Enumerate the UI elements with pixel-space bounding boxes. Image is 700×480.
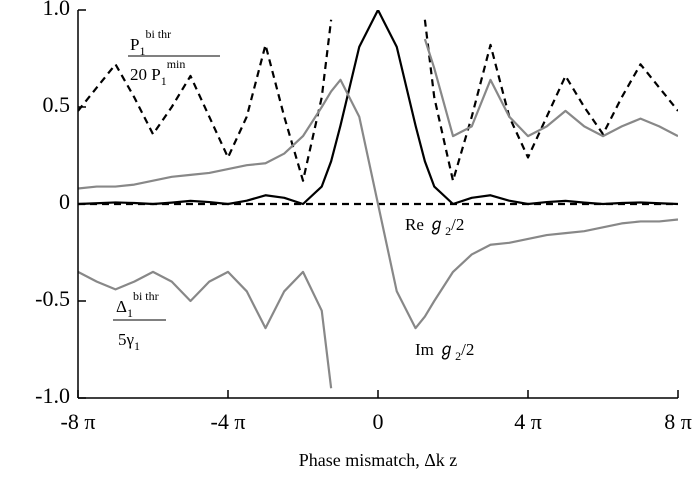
annotation-part: 2: [455, 349, 461, 363]
annotation-part: Re ℊ: [405, 215, 445, 235]
y-tick-label: -0.5: [35, 286, 70, 311]
annotation-part: Im ℊ: [415, 340, 455, 360]
series-line: [78, 10, 678, 206]
annotation-part: min: [167, 57, 186, 71]
annotation: 20 P1min: [130, 57, 185, 88]
annotation: Re ℊ2/2: [405, 215, 464, 238]
annotation: Im ℊ2/2: [415, 340, 474, 363]
x-tick-label: 0: [373, 409, 384, 434]
series-line: [78, 78, 678, 330]
annotation: 5γ1: [118, 330, 140, 353]
y-tick-label: 1.0: [43, 0, 71, 20]
x-tick-label: -4 π: [211, 409, 246, 434]
annotation-part: /2: [461, 340, 474, 359]
annotation-part: P: [130, 35, 139, 54]
annotation-part: Δ: [116, 297, 127, 316]
annotation-part: 20 P: [130, 65, 161, 84]
plot-area: [78, 10, 678, 389]
annotation-part: 2: [445, 224, 451, 238]
annotation: Δ1bi thr: [116, 289, 159, 320]
series-line: [78, 38, 678, 389]
y-tick-label: 0: [59, 189, 70, 214]
annotation-part: bi thr: [133, 289, 159, 303]
x-tick-label: 4 π: [514, 409, 542, 434]
x-tick-label: -8 π: [61, 409, 96, 434]
annotation: P1bi thr: [130, 27, 171, 58]
annotation-part: bi thr: [145, 27, 171, 41]
annotation-part: 1: [161, 74, 167, 88]
x-tick-label: 8 π: [664, 409, 692, 434]
annotation-part: 1: [134, 339, 140, 353]
annotation-part: /2: [451, 215, 464, 234]
y-tick-label: -1.0: [35, 383, 70, 408]
annotation-part: 5γ: [118, 330, 135, 349]
x-axis-label: Phase mismatch, Δk z: [299, 450, 458, 470]
y-tick-label: 0.5: [43, 92, 71, 117]
annotation-part: 1: [139, 44, 145, 58]
series-line: [78, 19, 678, 182]
annotation-part: 1: [127, 306, 133, 320]
